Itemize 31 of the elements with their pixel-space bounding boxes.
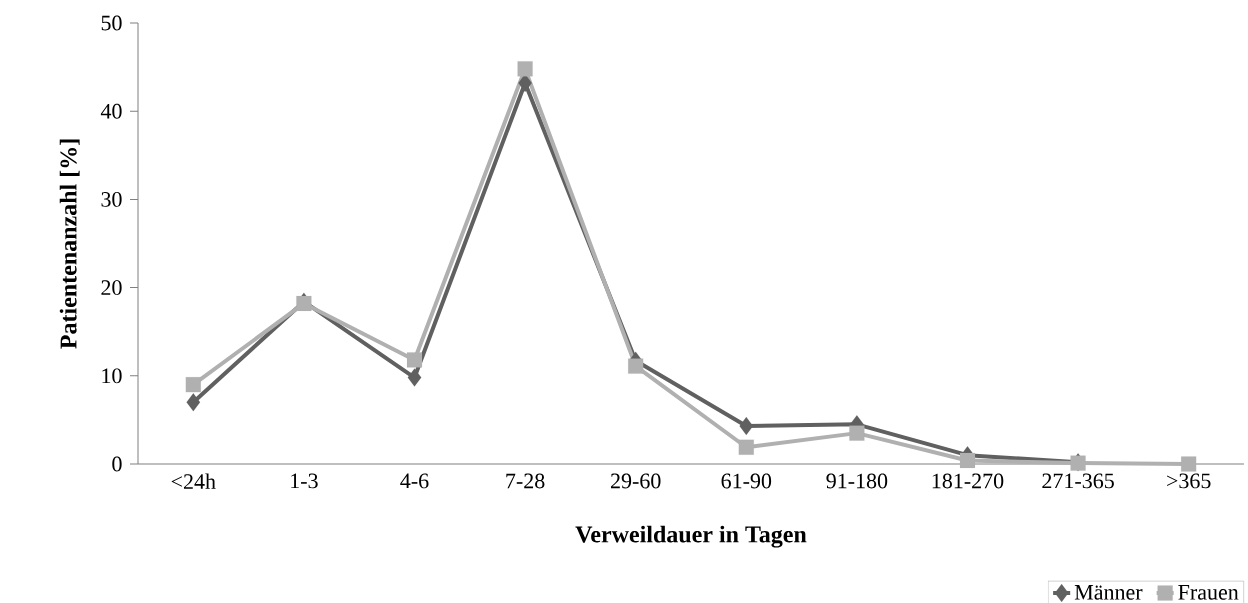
x-tick-label: 29-60: [611, 473, 661, 489]
point: [517, 61, 533, 77]
x-tick-label: <24h: [171, 473, 216, 489]
x-tick-label: 91-180: [826, 473, 888, 489]
x-tick-label: >365: [1167, 473, 1211, 489]
point: [185, 377, 201, 393]
x-tick-label: 181-270: [932, 473, 1004, 489]
point: [959, 452, 976, 469]
x-tick-label: 61-90: [721, 473, 772, 489]
y-axis-title: Patientenanzahl [%]: [59, 139, 80, 349]
x-axis-title: Verweildauer in Tagen: [575, 525, 807, 548]
point: [739, 417, 754, 436]
x-tick-label: 7-28: [506, 473, 545, 489]
point: [186, 393, 201, 412]
y-tick-label: 20: [101, 280, 122, 296]
legend-label: Frauen: [1178, 585, 1239, 600]
y-tick-label: 10: [102, 368, 122, 384]
x-tick-label: 271-365: [1042, 473, 1114, 489]
y-tick-label: 30: [101, 191, 122, 207]
point: [1181, 456, 1197, 472]
point: [407, 368, 422, 387]
point: [628, 358, 644, 374]
x-tick-label: 4-6: [400, 473, 429, 489]
y-tick-label: 40: [100, 103, 122, 119]
point: [849, 425, 865, 441]
point: [738, 439, 754, 455]
y-tick-label: 0: [112, 456, 122, 472]
legend-label: Männer: [1074, 585, 1143, 600]
x-tick-label: 1-3: [291, 473, 318, 489]
y-tick-label: 50: [101, 15, 122, 31]
point: [406, 352, 423, 368]
